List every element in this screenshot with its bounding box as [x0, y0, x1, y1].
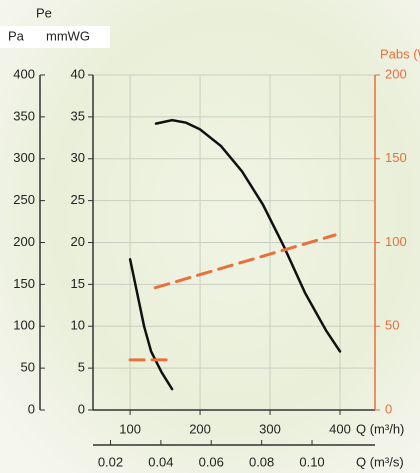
pressure-curve: [154, 118, 342, 353]
y-tick-label: 10: [71, 318, 85, 333]
y2-tick-label: 150: [385, 150, 407, 165]
ya-tick-label: 100: [13, 318, 35, 333]
x-tick-label: 200: [189, 421, 211, 436]
ya-tick-label: 0: [28, 401, 35, 416]
y-tick-label: 5: [78, 360, 85, 375]
ya-tick-label: 400: [13, 66, 35, 81]
x2-label: Q (m³/s): [356, 454, 404, 469]
y2-label: Pabs (W): [380, 46, 420, 61]
y-tick-label: 40: [71, 66, 85, 81]
y-tick-label: 15: [71, 276, 85, 291]
ya-tick-label: 300: [13, 150, 35, 165]
pressure-curve: [128, 258, 174, 391]
x-tick-label: 400: [329, 421, 351, 436]
y-tick-label: 30: [71, 150, 85, 165]
y-label: mmWG: [46, 28, 90, 43]
y2-tick-label: 0: [385, 401, 392, 416]
x2-tick-label: 0.04: [148, 454, 173, 469]
ya-tick-label: 50: [21, 360, 35, 375]
y2-tick-label: 100: [385, 234, 407, 249]
x2-tick-label: 0.06: [199, 454, 224, 469]
y-tick-label: 25: [71, 192, 85, 207]
ya-tick-label: 250: [13, 192, 35, 207]
y-tick-label: 20: [71, 234, 85, 249]
x2-tick-label: 0.10: [299, 454, 324, 469]
y2-tick-label: 200: [385, 66, 407, 81]
x2-tick-label: 0.08: [249, 454, 274, 469]
y-name: Pe: [36, 5, 52, 20]
x2-tick-label: 0.02: [98, 454, 123, 469]
ya-tick-label: 200: [13, 234, 35, 249]
y-tick-label: 35: [71, 108, 85, 123]
x-tick-label: 100: [119, 421, 141, 436]
ya-label: Pa: [8, 28, 25, 43]
x-tick-label: 300: [259, 421, 281, 436]
x-label: Q (m³/h): [356, 421, 404, 436]
y-tick-label: 0: [78, 401, 85, 416]
ya-tick-label: 150: [13, 276, 35, 291]
y2-tick-label: 50: [385, 318, 399, 333]
ya-tick-label: 350: [13, 108, 35, 123]
power-curve: [153, 233, 337, 290]
label-box: [0, 26, 110, 48]
